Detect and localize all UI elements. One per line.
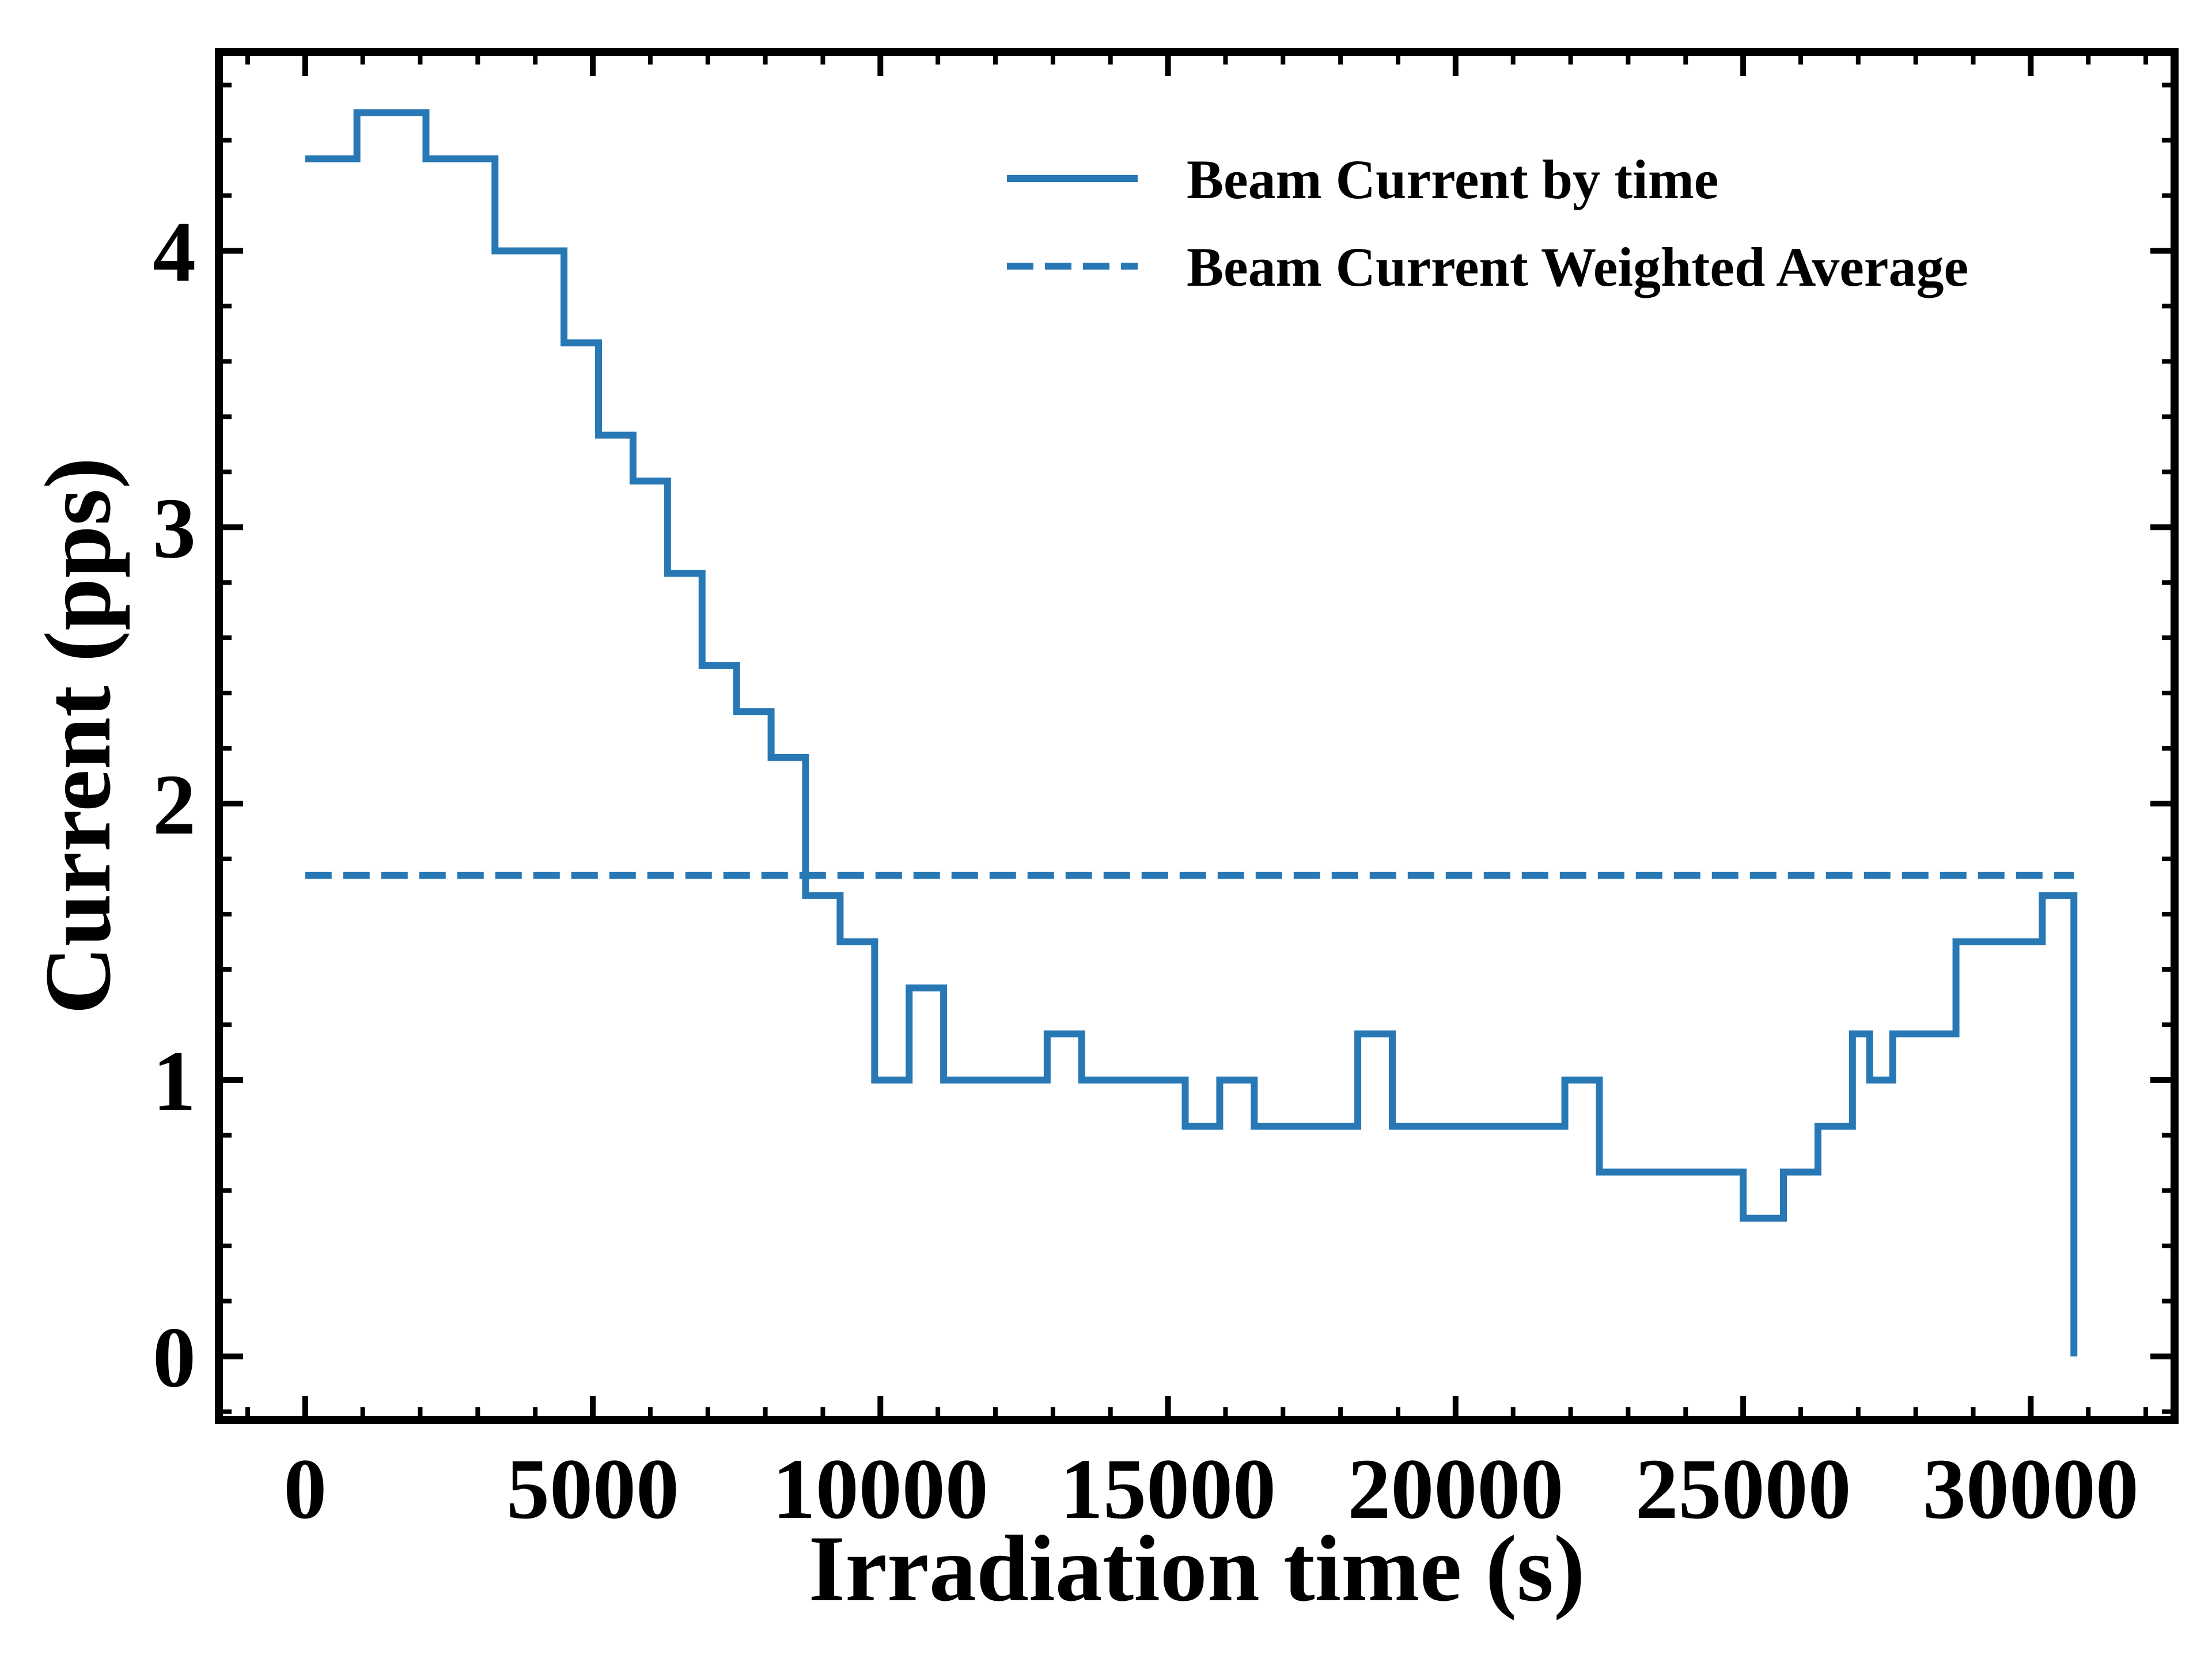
- tick-labels: 0 5000 10000 15000 20000 25000 30000 0 1 2 3 4: [153, 204, 2139, 1537]
- x-tick-label: 20000: [1347, 1441, 1563, 1537]
- y-tick-label: 2: [153, 757, 196, 853]
- y-tick-label: 0: [153, 1310, 196, 1406]
- beam-current-step-line: [305, 109, 2078, 1357]
- x-tick-label: 10000: [772, 1441, 988, 1537]
- legend: Beam Current by time Beam Current Weight…: [1007, 149, 1968, 298]
- plot-frame: [215, 48, 2179, 1424]
- y-tick-label: 4: [153, 204, 196, 300]
- x-tick-label: 15000: [1060, 1441, 1276, 1537]
- x-axis-label: Irradiation time (s): [808, 1517, 1585, 1621]
- y-axis-label: Current (pps): [26, 457, 130, 1014]
- x-tick-label: 0: [283, 1441, 327, 1537]
- y-tick-label: 3: [153, 480, 196, 576]
- x-tick-label: 5000: [506, 1441, 679, 1537]
- x-tick-label: 30000: [1923, 1441, 2139, 1537]
- legend-label-weighted-average: Beam Current Weighted Average: [1187, 236, 1968, 298]
- y-tick-label: 1: [153, 1033, 196, 1129]
- x-tick-label: 25000: [1635, 1441, 1851, 1537]
- series-layer: [305, 109, 2078, 1357]
- legend-label-beam-current-by-time: Beam Current by time: [1187, 149, 1718, 210]
